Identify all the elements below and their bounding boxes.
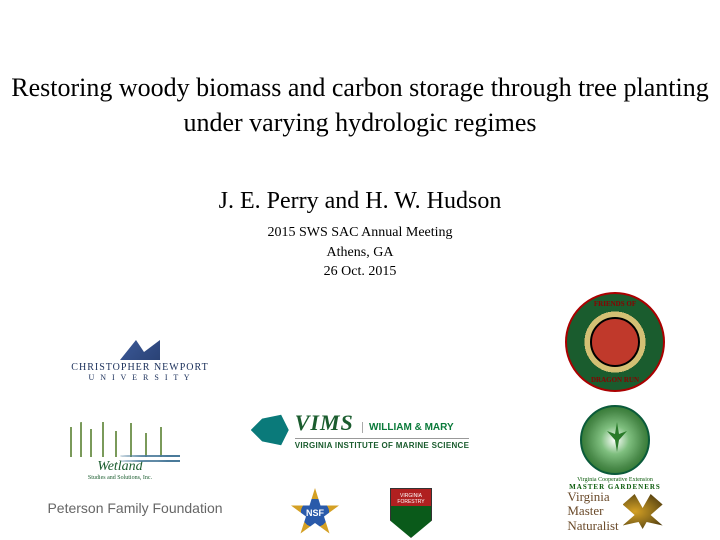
- slide-title: Restoring woody biomass and carbon stora…: [0, 0, 720, 140]
- cnu-mark-icon: [120, 340, 160, 360]
- meeting-date: 26 Oct. 2015: [0, 262, 720, 282]
- nsf-logo: NSF: [290, 488, 340, 538]
- dragon-top-text: FRIENDS OF: [594, 300, 636, 308]
- peterson-logo: Peterson Family Foundation: [40, 500, 230, 516]
- meeting-info: 2015 SWS SAC Annual Meeting Athens, GA 2…: [0, 223, 720, 282]
- vims-fish-icon: [251, 411, 289, 449]
- vims-main: VIMS: [295, 410, 354, 435]
- wetland-art-icon: [60, 420, 180, 465]
- vdof-shield-icon: VIRGINIA FORESTRY: [390, 488, 432, 538]
- dragonfly-icon: [590, 317, 640, 367]
- vims-logo: VIMS WILLIAM & MARY VIRGINIA INSTITUTE O…: [245, 410, 475, 450]
- vmn-logo: VirginiaMasterNaturalist: [555, 490, 675, 533]
- logo-area: CHRISTOPHER NEWPORT U N I V E R S I T Y …: [0, 310, 720, 540]
- vce-logo: Virginia Cooperative Extension MASTER GA…: [565, 405, 665, 491]
- vims-wm: WILLIAM & MARY: [362, 422, 454, 433]
- slide-authors: J. E. Perry and H. W. Hudson: [0, 188, 720, 215]
- vims-sub: VIRGINIA INSTITUTE OF MARINE SCIENCE: [295, 438, 470, 450]
- vdof-text: VIRGINIA FORESTRY: [391, 493, 431, 505]
- wetland-sub: Studies and Solutions, Inc.: [88, 475, 152, 481]
- dragon-bot-text: DRAGON RUN: [591, 376, 639, 384]
- dragon-run-logo: FRIENDS OF DRAGON RUN: [565, 292, 665, 392]
- vmn-butterfly-icon: [623, 494, 663, 529]
- vce-plant-icon: [607, 422, 627, 452]
- cnu-name: CHRISTOPHER NEWPORT: [71, 362, 208, 373]
- vmn-text: VirginiaMasterNaturalist: [567, 490, 618, 533]
- cnu-logo: CHRISTOPHER NEWPORT U N I V E R S I T Y: [60, 340, 220, 382]
- meeting-name: 2015 SWS SAC Annual Meeting: [0, 223, 720, 243]
- vdof-logo: VIRGINIA FORESTRY: [390, 488, 432, 538]
- vce-circle-icon: [580, 405, 650, 475]
- meeting-location: Athens, GA: [0, 243, 720, 263]
- cnu-sub: U N I V E R S I T Y: [88, 373, 191, 382]
- wetland-logo: Wetland Studies and Solutions, Inc.: [55, 420, 185, 481]
- nsf-text: NSF: [306, 508, 324, 518]
